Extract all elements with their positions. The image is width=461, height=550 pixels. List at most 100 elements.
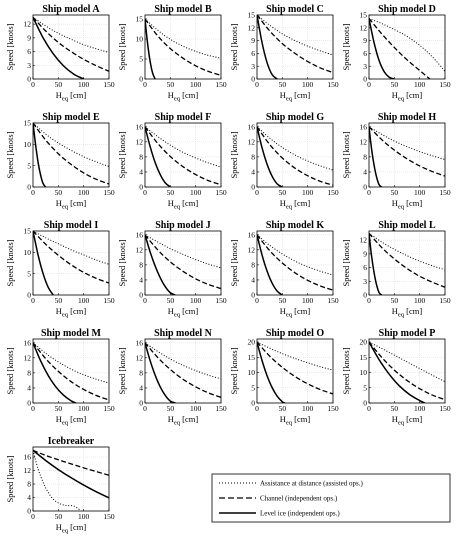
series-line-solid xyxy=(369,18,395,79)
series-group xyxy=(257,126,333,187)
y-tick-label: 10 xyxy=(24,248,32,257)
x-tick-label: 150 xyxy=(215,404,227,413)
y-tick-label: 0 xyxy=(251,75,255,84)
y-axis-label: Speed [knots] xyxy=(117,239,127,286)
series-group xyxy=(33,16,109,79)
series-line-dashed xyxy=(369,17,431,79)
subplot-title: Ship model B xyxy=(154,4,212,15)
legend: Assistance at distance (assisted ops.) C… xyxy=(211,473,451,523)
subplot-title: Ship model N xyxy=(154,328,213,339)
series-group xyxy=(145,18,221,79)
y-tick-label: 8 xyxy=(363,152,367,161)
y-tick-label: 4 xyxy=(27,384,31,393)
y-tick-label: 8 xyxy=(139,260,143,269)
subplot-ship-model-b: Ship model B 0 50 100 150 0 5 10 15 Heq [cm] Speed… xyxy=(117,4,227,103)
subplot-ship-model-e: Ship model E 0 50 100 150 0 5 10 15 Heq [cm] Speed… xyxy=(5,112,115,211)
x-axis-label: Heq [cm] xyxy=(56,306,87,319)
x-tick-label: 150 xyxy=(103,296,115,305)
y-axis-label: Speed [knots] xyxy=(5,23,15,70)
y-axis-label: Speed [knots] xyxy=(5,239,15,286)
axes-frame xyxy=(256,338,334,404)
y-tick-label: 12 xyxy=(360,236,368,245)
x-tick-label: 150 xyxy=(327,80,339,89)
axes-frame xyxy=(368,122,446,188)
y-tick-label: 15 xyxy=(24,227,32,236)
series-line-dashed xyxy=(257,341,333,395)
series-line-dotted xyxy=(33,450,82,511)
y-tick-label: 12 xyxy=(360,23,368,32)
y-tick-label: 12 xyxy=(24,353,32,362)
y-axis-label: Speed [knots] xyxy=(5,455,15,502)
y-tick-label: 16 xyxy=(24,453,32,462)
series-line-solid xyxy=(145,126,171,187)
series-line-solid xyxy=(257,126,283,187)
y-tick-label: 6 xyxy=(363,49,367,58)
x-tick-label: 50 xyxy=(55,404,63,413)
subplot-ship-model-o: Ship model O 0 50 100 150 0 5 10 15 20 Heq [cm] Spe… xyxy=(229,328,339,427)
y-tick-label: 12 xyxy=(360,137,368,146)
y-tick-label: 0 xyxy=(139,399,143,408)
x-tick-label: 0 xyxy=(31,404,35,413)
series-line-solid xyxy=(33,342,77,403)
series-line-dotted xyxy=(369,232,445,271)
y-tick-label: 8 xyxy=(27,368,31,377)
subplot-ship-model-m: Ship model M 0 50 100 150 0 4 8 12 16 Heq [cm] Spee… xyxy=(5,328,115,427)
x-axis-label: Heq [cm] xyxy=(280,306,311,319)
x-axis-label: Heq [cm] xyxy=(56,414,87,427)
y-tick-label: 8 xyxy=(251,152,255,161)
x-tick-label: 150 xyxy=(439,404,451,413)
series-line-solid xyxy=(33,449,109,499)
axes-frame xyxy=(368,230,446,296)
x-axis-label: Heq [cm] xyxy=(56,522,87,535)
x-tick-label: 150 xyxy=(215,80,227,89)
y-axis-label: Speed [knots] xyxy=(229,23,239,70)
subplot-title: Ship model L xyxy=(378,220,436,231)
y-tick-label: 12 xyxy=(248,245,256,254)
series-group xyxy=(33,449,109,511)
x-tick-label: 100 xyxy=(78,188,90,197)
series-line-dotted xyxy=(257,15,333,56)
x-tick-label: 100 xyxy=(78,512,90,521)
y-tick-label: 6 xyxy=(251,49,255,58)
subplot-ship-model-a: Ship model A 0 50 100 150 0 3 6 9 12 Heq [cm] Speed… xyxy=(5,4,115,103)
series-group xyxy=(257,15,333,79)
y-tick-label: 16 xyxy=(136,122,144,131)
x-tick-label: 150 xyxy=(439,80,451,89)
y-tick-label: 10 xyxy=(248,368,256,377)
series-line-dotted xyxy=(33,231,109,265)
series-line-dotted xyxy=(33,342,109,384)
x-tick-label: 100 xyxy=(414,80,426,89)
x-tick-label: 50 xyxy=(279,188,287,197)
x-axis-label: Heq [cm] xyxy=(56,198,87,211)
subplot-title: Ship model M xyxy=(41,328,102,339)
axes-frame xyxy=(144,14,222,80)
y-tick-label: 15 xyxy=(248,353,256,362)
y-tick-label: 12 xyxy=(136,353,144,362)
series-line-dashed xyxy=(257,15,333,74)
axes-frame xyxy=(368,14,446,80)
y-tick-label: 4 xyxy=(363,168,367,177)
series-line-dotted xyxy=(145,18,221,59)
x-tick-label: 50 xyxy=(55,188,63,197)
x-tick-label: 50 xyxy=(55,80,63,89)
series-line-dotted xyxy=(145,126,221,168)
x-tick-label: 50 xyxy=(167,80,175,89)
y-tick-label: 16 xyxy=(360,122,368,131)
y-tick-label: 16 xyxy=(24,338,32,347)
x-tick-label: 100 xyxy=(302,188,314,197)
y-axis-label: Speed [knots] xyxy=(341,131,351,178)
x-tick-label: 50 xyxy=(391,188,399,197)
y-tick-label: 4 xyxy=(139,168,143,177)
x-tick-label: 100 xyxy=(302,404,314,413)
subplot-ship-model-j: Ship model J 0 50 100 150 0 4 8 12 16 Heq [cm] Spee… xyxy=(117,220,227,319)
series-group xyxy=(33,123,109,187)
y-tick-label: 9 xyxy=(363,249,367,258)
y-tick-label: 0 xyxy=(363,399,367,408)
y-tick-label: 0 xyxy=(27,507,31,516)
x-tick-label: 50 xyxy=(167,188,175,197)
x-tick-label: 100 xyxy=(78,80,90,89)
subplot-title: Ship model I xyxy=(44,220,99,231)
x-tick-label: 50 xyxy=(167,404,175,413)
x-tick-label: 0 xyxy=(31,512,35,521)
